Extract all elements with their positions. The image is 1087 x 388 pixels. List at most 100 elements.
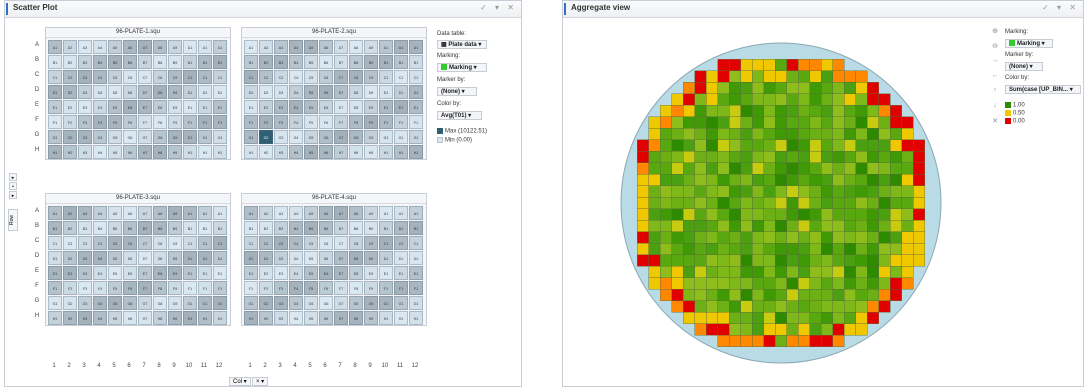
wafer-die[interactable]	[694, 116, 707, 129]
wafer-die[interactable]	[729, 289, 742, 301]
wafer-die[interactable]	[809, 243, 822, 256]
well-cell[interactable]: B5	[304, 55, 318, 69]
well-cell[interactable]: G3	[274, 130, 288, 144]
well-cell[interactable]: G1	[409, 296, 423, 310]
well-cell[interactable]: B6	[123, 221, 137, 235]
well-cell[interactable]: C8	[349, 236, 363, 250]
wafer-die[interactable]	[786, 231, 799, 244]
wafer-die[interactable]	[740, 289, 753, 301]
well-cell[interactable]: A1	[198, 40, 212, 54]
wafer-die[interactable]	[706, 93, 719, 106]
well-cell[interactable]: G1	[48, 130, 62, 144]
wafer-die[interactable]	[786, 151, 799, 164]
wafer-die[interactable]	[694, 220, 707, 233]
wafer-die[interactable]	[775, 82, 788, 94]
wafer-die[interactable]	[694, 323, 707, 336]
wafer-die[interactable]	[878, 128, 891, 141]
wafer-die[interactable]	[844, 151, 857, 164]
wafer-die[interactable]	[637, 139, 649, 152]
arrow-down-icon[interactable]: ↓	[993, 102, 997, 109]
well-cell[interactable]: H2	[259, 145, 273, 159]
wafer-die[interactable]	[867, 105, 880, 118]
well-cell[interactable]: G2	[259, 130, 273, 144]
wafer-die[interactable]	[729, 151, 742, 164]
wafer-die[interactable]	[878, 277, 891, 290]
wafer-die[interactable]	[809, 300, 822, 313]
well-cell[interactable]: E1	[244, 100, 258, 114]
wafer-die[interactable]	[648, 139, 661, 152]
wafer-die[interactable]	[683, 162, 696, 175]
wafer-die[interactable]	[832, 93, 845, 106]
well-cell[interactable]: A6	[319, 40, 333, 54]
wafer-die[interactable]	[706, 197, 719, 210]
wafer-die[interactable]	[832, 116, 845, 129]
wafer-die[interactable]	[855, 162, 868, 175]
wafer-die[interactable]	[717, 174, 730, 187]
well-cell[interactable]: H1	[198, 145, 212, 159]
well-cell[interactable]: C9	[168, 236, 182, 250]
wafer-die[interactable]	[821, 105, 834, 118]
well-cell[interactable]: F5	[108, 281, 122, 295]
wafer-die[interactable]	[798, 105, 811, 118]
wafer-die[interactable]	[683, 208, 696, 221]
wafer-die[interactable]	[798, 185, 811, 198]
well-cell[interactable]: G1	[244, 130, 258, 144]
wafer-die[interactable]	[671, 197, 684, 210]
wafer-die[interactable]	[913, 243, 925, 256]
wafer-die[interactable]	[913, 231, 925, 244]
well-cell[interactable]: A4	[93, 206, 107, 220]
well-cell[interactable]: G1	[244, 296, 258, 310]
wafer-die[interactable]	[671, 277, 684, 290]
well-cell[interactable]: F1	[183, 281, 197, 295]
well-cell[interactable]: E6	[123, 100, 137, 114]
well-cell[interactable]: C1	[48, 236, 62, 250]
wafer-die[interactable]	[752, 312, 765, 324]
well-cell[interactable]: C1	[213, 70, 227, 84]
wafer-die[interactable]	[890, 254, 902, 267]
wafer-die[interactable]	[694, 254, 707, 267]
wafer-die[interactable]	[717, 208, 730, 221]
well-cell[interactable]: G2	[63, 130, 77, 144]
wafer-die[interactable]	[683, 151, 696, 164]
wafer-die[interactable]	[867, 185, 880, 198]
wafer-die[interactable]	[809, 70, 822, 83]
wafer-die[interactable]	[706, 220, 719, 233]
well-cell[interactable]: B6	[319, 55, 333, 69]
well-cell[interactable]: C9	[364, 236, 378, 250]
well-cell[interactable]: G7	[334, 130, 348, 144]
wafer-die[interactable]	[775, 174, 788, 187]
wafer-die[interactable]	[798, 162, 811, 175]
well-cell[interactable]: D3	[274, 85, 288, 99]
wafer-die[interactable]	[867, 254, 880, 267]
well-cell[interactable]: H8	[153, 311, 167, 325]
wafer-die[interactable]	[798, 128, 811, 141]
wafer-die[interactable]	[763, 300, 776, 313]
well-cell[interactable]: G1	[409, 130, 423, 144]
well-cell[interactable]: A7	[138, 40, 152, 54]
wafer-die[interactable]	[683, 105, 696, 118]
well-cell[interactable]: D1	[244, 251, 258, 265]
color-by-dropdown[interactable]: Sum(case [UP_BIN... ▾	[1005, 85, 1081, 94]
wafer-die[interactable]	[786, 82, 799, 94]
well-cell[interactable]: G9	[364, 130, 378, 144]
well-cell[interactable]: E2	[259, 100, 273, 114]
well-cell[interactable]: B5	[108, 221, 122, 235]
wafer-die[interactable]	[729, 300, 742, 313]
well-cell[interactable]: D6	[123, 85, 137, 99]
well-cell[interactable]: B2	[259, 221, 273, 235]
well-cell[interactable]: E2	[259, 266, 273, 280]
wafer-die[interactable]	[671, 220, 684, 233]
wafer-die[interactable]	[740, 300, 753, 313]
wafer-die[interactable]	[786, 70, 799, 83]
well-cell[interactable]: G1	[48, 296, 62, 310]
well-cell[interactable]: B1	[244, 55, 258, 69]
well-cell[interactable]: A1	[409, 206, 423, 220]
wafer-die[interactable]	[890, 243, 902, 256]
well-cell[interactable]: E7	[334, 100, 348, 114]
wafer-die[interactable]	[878, 185, 891, 198]
wafer-die[interactable]	[660, 277, 672, 290]
wafer-die[interactable]	[890, 185, 902, 198]
wafer-die[interactable]	[809, 139, 822, 152]
wafer-die[interactable]	[671, 139, 684, 152]
wafer-die[interactable]	[809, 231, 822, 244]
